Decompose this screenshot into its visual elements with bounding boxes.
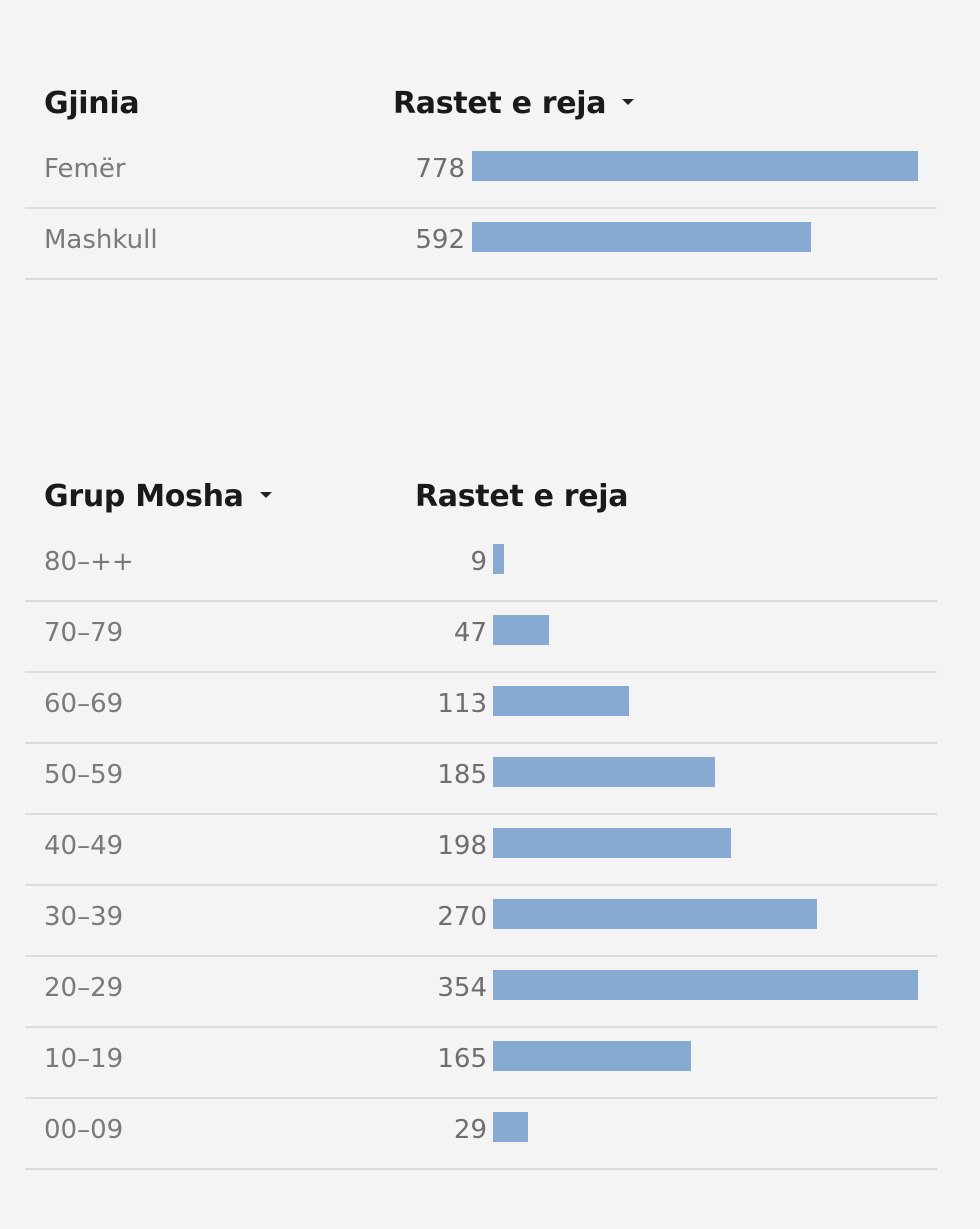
table-row[interactable]: 00–09 29 [25,1099,937,1170]
row-label: 00–09 [44,1115,124,1145]
table-row[interactable]: Mashkull 592 [25,209,937,280]
table-row[interactable]: 50–59 185 [25,744,937,815]
row-label: Mashkull [44,225,158,255]
row-value: 270 [437,902,487,932]
row-value: 113 [437,689,487,719]
age-header-row: Grup Mosha Rastet e reja [25,465,937,531]
row-label: 40–49 [44,831,124,861]
gender-rows: Femër 778 Mashkull 592 [25,138,937,280]
row-label: 50–59 [44,760,124,790]
row-value: 198 [437,831,487,861]
row-label: 20–29 [44,973,124,1003]
value-bar [493,1112,528,1142]
row-value: 29 [453,1115,487,1145]
row-value: 185 [437,760,487,790]
gender-table: Gjinia Rastet e reja Femër 778 Mashkull 592 [25,72,937,280]
age-cases-column-label: Rastet e reja [415,479,629,514]
row-label: 70–79 [44,618,124,648]
row-value: 165 [437,1044,487,1074]
value-bar [493,544,504,574]
gender-column-header[interactable]: Gjinia [44,86,140,121]
value-bar [493,899,817,929]
row-value: 47 [453,618,487,648]
gender-column-label: Gjinia [44,86,140,121]
sort-caret-icon[interactable] [259,491,272,498]
row-value: 9 [470,547,487,577]
gender-cases-column-label: Rastet e reja [393,86,607,121]
gender-header-row: Gjinia Rastet e reja [25,72,937,138]
table-row[interactable]: 30–39 270 [25,886,937,957]
row-value: 592 [415,225,465,255]
age-cases-column-header[interactable]: Rastet e reja [415,479,629,514]
row-value: 354 [437,973,487,1003]
table-row[interactable]: 70–79 47 [25,602,937,673]
value-bar [493,1041,691,1071]
value-bar [493,615,549,645]
value-bar [472,222,811,252]
value-bar [493,970,918,1000]
value-bar [493,757,715,787]
age-rows: 80–++ 9 70–79 47 60–69 113 50–59 185 40–49 198 30–… [25,531,937,1170]
value-bar [472,151,918,181]
table-row[interactable]: 60–69 113 [25,673,937,744]
row-label: Femër [44,154,126,184]
value-bar [493,686,629,716]
table-row[interactable]: 10–19 165 [25,1028,937,1099]
age-group-column-label: Grup Mosha [44,479,244,514]
value-bar [493,828,731,858]
table-row[interactable]: 20–29 354 [25,957,937,1028]
age-group-column-header[interactable]: Grup Mosha [44,479,272,514]
row-label: 60–69 [44,689,124,719]
row-label: 80–++ [44,547,134,577]
row-value: 778 [415,154,465,184]
age-table: Grup Mosha Rastet e reja 80–++ 9 70–79 47 60… [25,465,937,1170]
table-row[interactable]: 80–++ 9 [25,531,937,602]
table-row[interactable]: Femër 778 [25,138,937,209]
gender-cases-column-header[interactable]: Rastet e reja [393,86,635,121]
row-label: 10–19 [44,1044,124,1074]
sort-caret-icon[interactable] [622,98,635,105]
table-row[interactable]: 40–49 198 [25,815,937,886]
row-label: 30–39 [44,902,124,932]
